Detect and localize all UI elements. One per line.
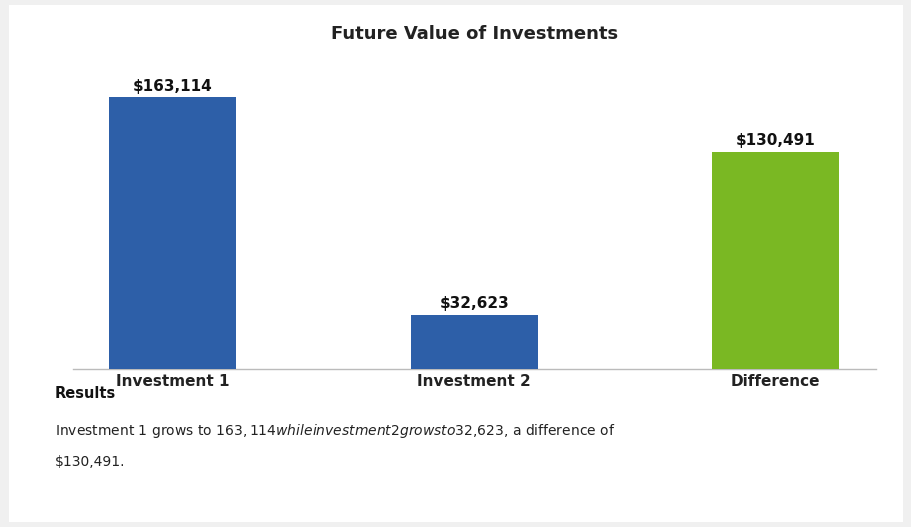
Text: Investment 1 grows to $163,114 while investment 2 grows to $32,623, a difference: Investment 1 grows to $163,114 while inv… (55, 422, 614, 440)
Title: Future Value of Investments: Future Value of Investments (331, 25, 617, 43)
Bar (711, 152, 838, 369)
Bar (411, 315, 537, 369)
Text: $130,491: $130,491 (735, 133, 814, 149)
Text: Results: Results (55, 386, 116, 401)
Text: $130,491.: $130,491. (55, 455, 125, 470)
Bar (109, 97, 236, 369)
Text: $163,114: $163,114 (133, 79, 212, 94)
Text: $32,623: $32,623 (439, 296, 508, 311)
